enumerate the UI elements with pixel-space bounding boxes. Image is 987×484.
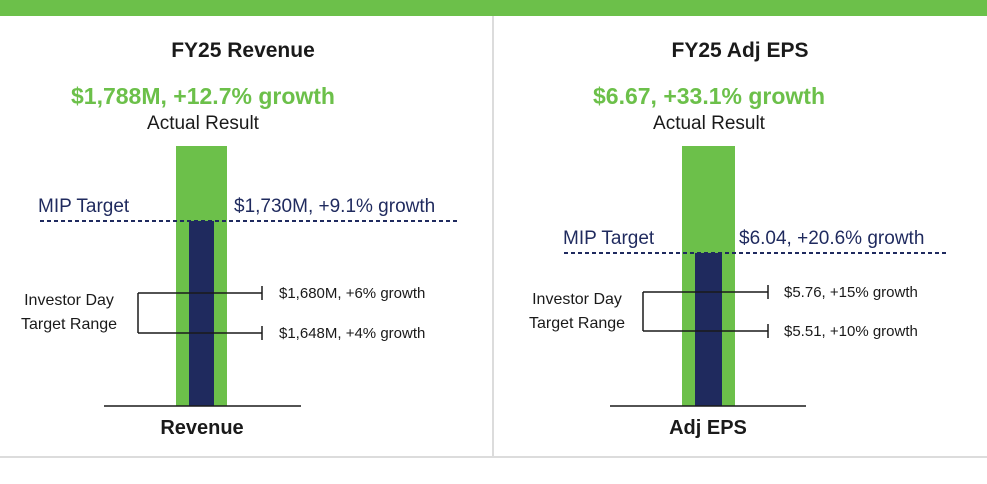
chart-title: FY25 Adj EPS <box>672 39 809 62</box>
range-label-line2: Target Range <box>21 316 117 333</box>
mip-target-value: $1,730M, +9.1% growth <box>234 196 435 217</box>
range-high-label: $1,680M, +6% growth <box>279 285 425 302</box>
range-high-label: $5.76, +15% growth <box>784 284 918 301</box>
mip-target-bar <box>189 221 214 406</box>
x-axis-label: Adj EPS <box>669 417 747 439</box>
actual-result-value: $1,788M, +12.7% growth <box>71 83 335 109</box>
chart-title: FY25 Revenue <box>171 39 315 62</box>
panel-divider <box>492 16 494 456</box>
mip-target-bar <box>695 253 722 406</box>
mip-target-label: MIP Target <box>563 228 655 249</box>
actual-result-caption: Actual Result <box>653 113 766 134</box>
bottom-rule <box>0 456 987 458</box>
range-low-label: $1,648M, +4% growth <box>279 325 425 342</box>
range-low-label: $5.51, +10% growth <box>784 323 918 340</box>
range-label-line1: Investor Day <box>24 292 114 309</box>
range-label-line1: Investor Day <box>532 291 622 308</box>
adj-eps-chart: FY25 Adj EPS $6.67, +33.1% growth Actual… <box>529 39 946 439</box>
mip-target-value: $6.04, +20.6% growth <box>739 228 924 249</box>
top-accent-bar <box>0 0 987 16</box>
actual-result-value: $6.67, +33.1% growth <box>593 83 825 109</box>
revenue-chart: FY25 Revenue $1,788M, +12.7% growth Actu… <box>21 39 458 439</box>
actual-result-caption: Actual Result <box>147 113 260 134</box>
x-axis-label: Revenue <box>160 417 243 439</box>
range-label-line2: Target Range <box>529 315 625 332</box>
mip-target-label: MIP Target <box>38 196 130 217</box>
